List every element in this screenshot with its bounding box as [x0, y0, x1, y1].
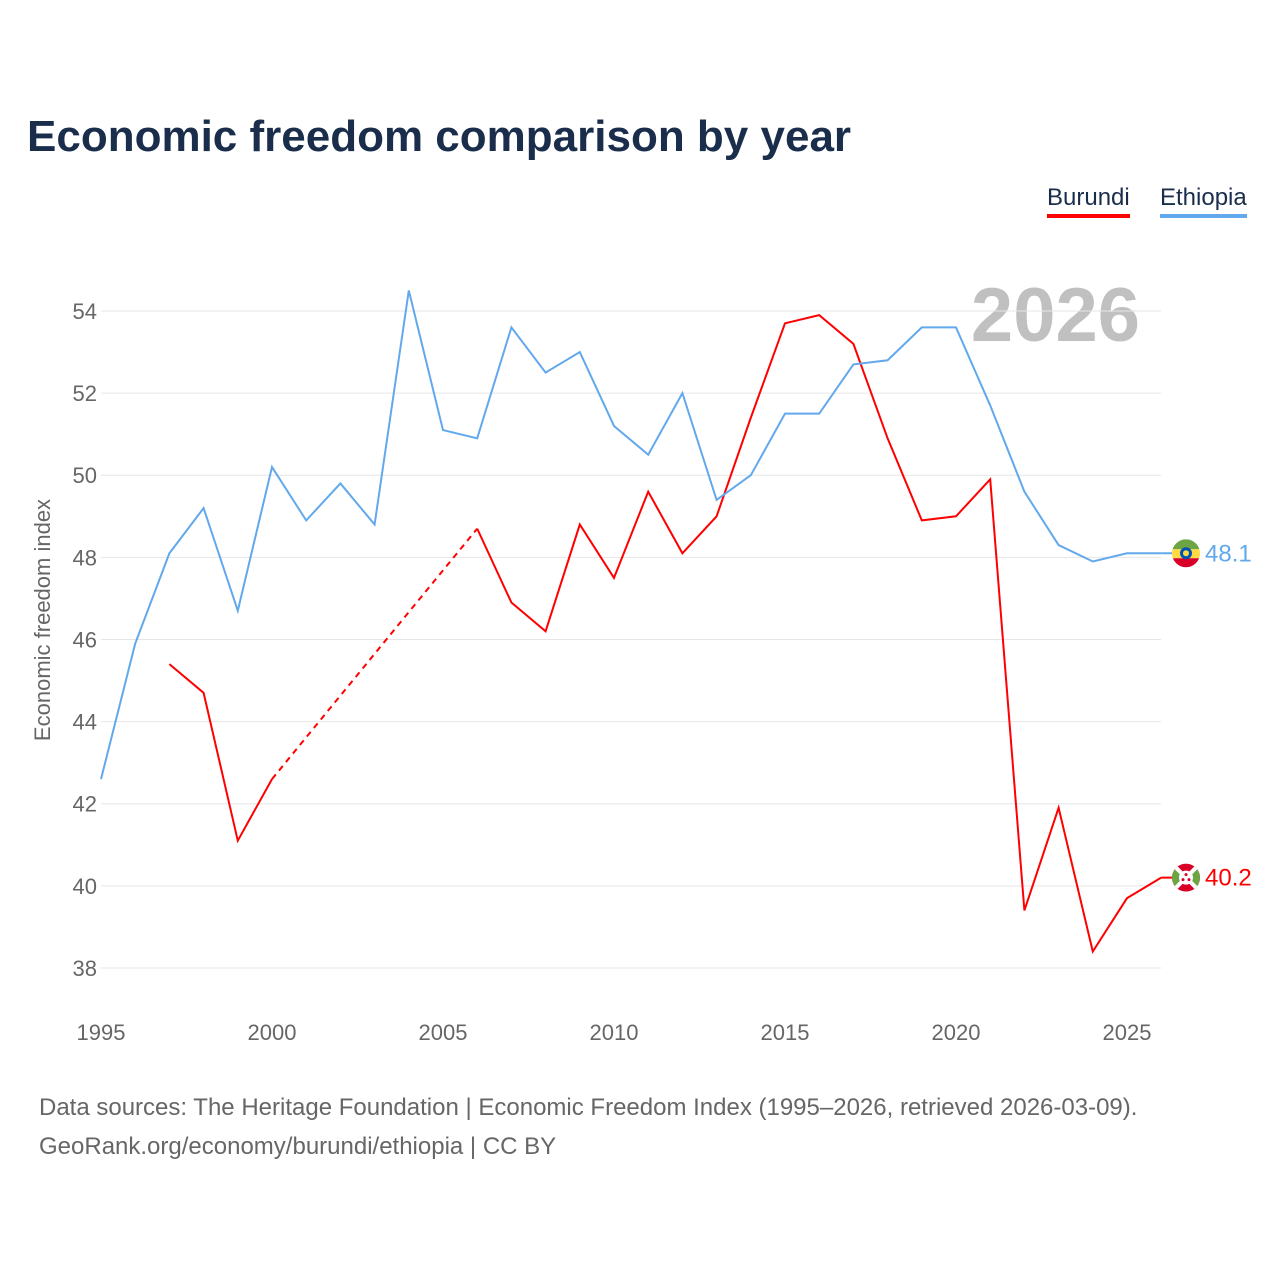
year-watermark: 2026	[971, 273, 1140, 358]
x-tick-label: 2010	[590, 1020, 639, 1045]
source-text: Data sources: The Heritage Foundation | …	[39, 1094, 1138, 1121]
y-tick-label: 44	[73, 710, 97, 735]
legend-burundi[interactable]: Burundi	[1047, 184, 1130, 218]
y-tick-label: 54	[73, 299, 97, 324]
y-tick-label: 38	[73, 956, 97, 981]
flag-body	[1172, 863, 1200, 892]
flag-body	[1172, 539, 1200, 568]
x-tick-label: 2005	[419, 1020, 468, 1045]
flag-disc	[1179, 870, 1193, 885]
legend-ethiopia[interactable]: Ethiopia	[1160, 184, 1247, 218]
flag-star	[1181, 878, 1185, 882]
series-line-burundi	[476, 314, 1162, 955]
y-tick-label: 46	[73, 627, 97, 652]
flag-star	[1184, 873, 1188, 877]
footer: Data sources: The Heritage Foundation | …	[39, 1088, 1137, 1166]
x-tick-label: 2015	[761, 1020, 810, 1045]
x-tick-label: 2020	[932, 1020, 981, 1045]
url-text[interactable]: GeoRank.org/economy/burundi/ethiopia | C…	[39, 1133, 557, 1160]
y-tick-label: 48	[73, 545, 97, 570]
ethiopia-flag-icon	[1172, 539, 1200, 568]
gap-line-burundi	[271, 527, 478, 780]
y-tick-label: 50	[73, 463, 97, 488]
x-tick-label: 1995	[77, 1020, 126, 1045]
end-value-label: 40.2	[1205, 865, 1252, 892]
series-line-ethiopia	[100, 290, 1162, 780]
y-axis-label: Economic freedom index	[30, 499, 55, 741]
flag-star	[1187, 878, 1191, 882]
y-tick-label: 40	[73, 874, 97, 899]
flag-stripe	[1172, 558, 1200, 568]
y-tick-label: 52	[73, 381, 97, 406]
flag-stripe	[1172, 539, 1200, 550]
end-value-label: 48.1	[1205, 540, 1252, 567]
x-tick-label: 2025	[1103, 1020, 1152, 1045]
chart-title: Economic freedom comparison by year	[27, 112, 852, 161]
x-tick-label: 2000	[248, 1020, 297, 1045]
flag-star	[1183, 550, 1189, 557]
burundi-flag-icon	[1172, 863, 1200, 892]
series-line-burundi	[168, 663, 273, 844]
y-tick-label: 42	[73, 792, 97, 817]
